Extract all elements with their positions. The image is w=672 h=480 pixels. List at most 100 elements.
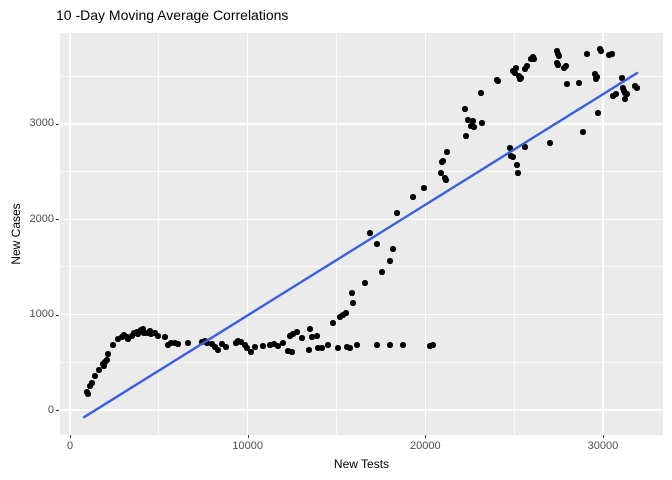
data-point bbox=[135, 331, 141, 337]
data-point bbox=[319, 345, 325, 351]
data-point bbox=[96, 367, 102, 373]
data-point bbox=[512, 70, 518, 76]
data-point bbox=[89, 380, 95, 386]
y-tick-mark bbox=[56, 410, 59, 412]
data-point bbox=[289, 349, 295, 355]
x-tick-label: 10000 bbox=[232, 440, 263, 452]
data-point bbox=[619, 75, 625, 81]
x-minor-gridline bbox=[513, 33, 515, 435]
y-minor-gridline bbox=[60, 171, 663, 173]
data-point bbox=[260, 343, 266, 349]
data-point bbox=[306, 347, 312, 353]
data-point bbox=[267, 342, 273, 348]
data-point bbox=[513, 65, 519, 71]
data-point bbox=[531, 56, 537, 62]
data-point bbox=[104, 357, 110, 363]
data-point bbox=[394, 210, 400, 216]
data-point bbox=[522, 144, 528, 150]
x-tick-mark bbox=[70, 435, 71, 438]
data-point bbox=[343, 310, 349, 316]
data-point bbox=[349, 290, 355, 296]
x-tick-mark bbox=[247, 435, 249, 438]
data-point bbox=[330, 320, 336, 326]
data-point bbox=[275, 343, 281, 349]
data-point bbox=[155, 333, 161, 339]
data-point bbox=[335, 345, 341, 351]
data-point bbox=[340, 312, 346, 318]
data-point bbox=[85, 391, 91, 397]
data-point bbox=[162, 334, 168, 340]
data-point bbox=[507, 145, 513, 151]
x-tick-label: 20000 bbox=[410, 440, 441, 452]
data-point bbox=[325, 342, 331, 348]
data-point bbox=[354, 342, 360, 348]
data-point bbox=[175, 341, 181, 347]
data-point bbox=[495, 78, 501, 84]
data-point bbox=[421, 185, 427, 191]
data-point bbox=[547, 140, 553, 146]
data-point bbox=[438, 170, 444, 176]
data-point bbox=[337, 314, 343, 320]
data-point bbox=[209, 341, 215, 347]
data-point bbox=[144, 330, 150, 336]
data-point bbox=[471, 124, 477, 130]
x-major-gridline bbox=[69, 33, 71, 435]
data-point bbox=[165, 342, 171, 348]
data-point bbox=[140, 326, 146, 332]
data-point bbox=[556, 53, 562, 59]
data-point bbox=[219, 341, 225, 347]
y-tick-label: 3000 bbox=[29, 117, 54, 130]
data-point bbox=[584, 51, 590, 57]
data-point bbox=[280, 340, 286, 346]
data-point bbox=[307, 326, 313, 332]
data-point bbox=[390, 246, 396, 252]
data-point bbox=[443, 177, 449, 183]
plot-panel bbox=[60, 33, 663, 435]
data-point bbox=[430, 342, 436, 348]
data-point bbox=[479, 120, 485, 126]
data-point bbox=[92, 373, 98, 379]
data-point bbox=[294, 329, 300, 335]
x-tick-mark bbox=[425, 435, 427, 438]
data-point bbox=[101, 363, 107, 369]
y-major-gridline bbox=[60, 313, 663, 316]
data-point bbox=[287, 333, 293, 339]
data-point bbox=[510, 154, 516, 160]
y-tick-label: 2000 bbox=[29, 212, 54, 225]
data-point bbox=[309, 334, 315, 340]
data-point bbox=[524, 63, 530, 69]
data-point bbox=[610, 93, 616, 99]
y-tick-mark bbox=[56, 314, 59, 316]
data-point bbox=[314, 333, 320, 339]
data-point bbox=[598, 48, 604, 54]
data-point bbox=[400, 342, 406, 348]
data-point bbox=[105, 351, 111, 357]
data-point bbox=[554, 48, 560, 54]
data-point bbox=[87, 383, 93, 389]
y-major-gridline bbox=[60, 409, 663, 411]
data-point bbox=[129, 333, 135, 339]
data-point bbox=[131, 330, 137, 336]
data-point bbox=[212, 344, 218, 350]
data-point bbox=[624, 91, 630, 97]
x-major-gridline bbox=[424, 33, 427, 435]
data-point bbox=[518, 75, 524, 81]
data-point bbox=[248, 349, 254, 355]
data-point bbox=[185, 340, 191, 346]
data-point bbox=[609, 51, 615, 57]
x-tick-label: 0 bbox=[66, 440, 74, 452]
y-minor-gridline bbox=[60, 75, 663, 77]
data-point bbox=[515, 170, 521, 176]
data-point bbox=[362, 280, 368, 286]
data-point bbox=[168, 340, 174, 346]
data-point bbox=[367, 230, 373, 236]
data-point bbox=[299, 335, 305, 341]
data-point bbox=[204, 340, 210, 346]
data-point bbox=[468, 123, 474, 129]
x-tick-mark bbox=[602, 435, 604, 438]
data-point bbox=[172, 340, 178, 346]
data-point bbox=[620, 85, 626, 91]
data-point bbox=[147, 328, 153, 334]
x-axis-title: New Tests bbox=[333, 457, 390, 471]
data-point bbox=[152, 330, 158, 336]
